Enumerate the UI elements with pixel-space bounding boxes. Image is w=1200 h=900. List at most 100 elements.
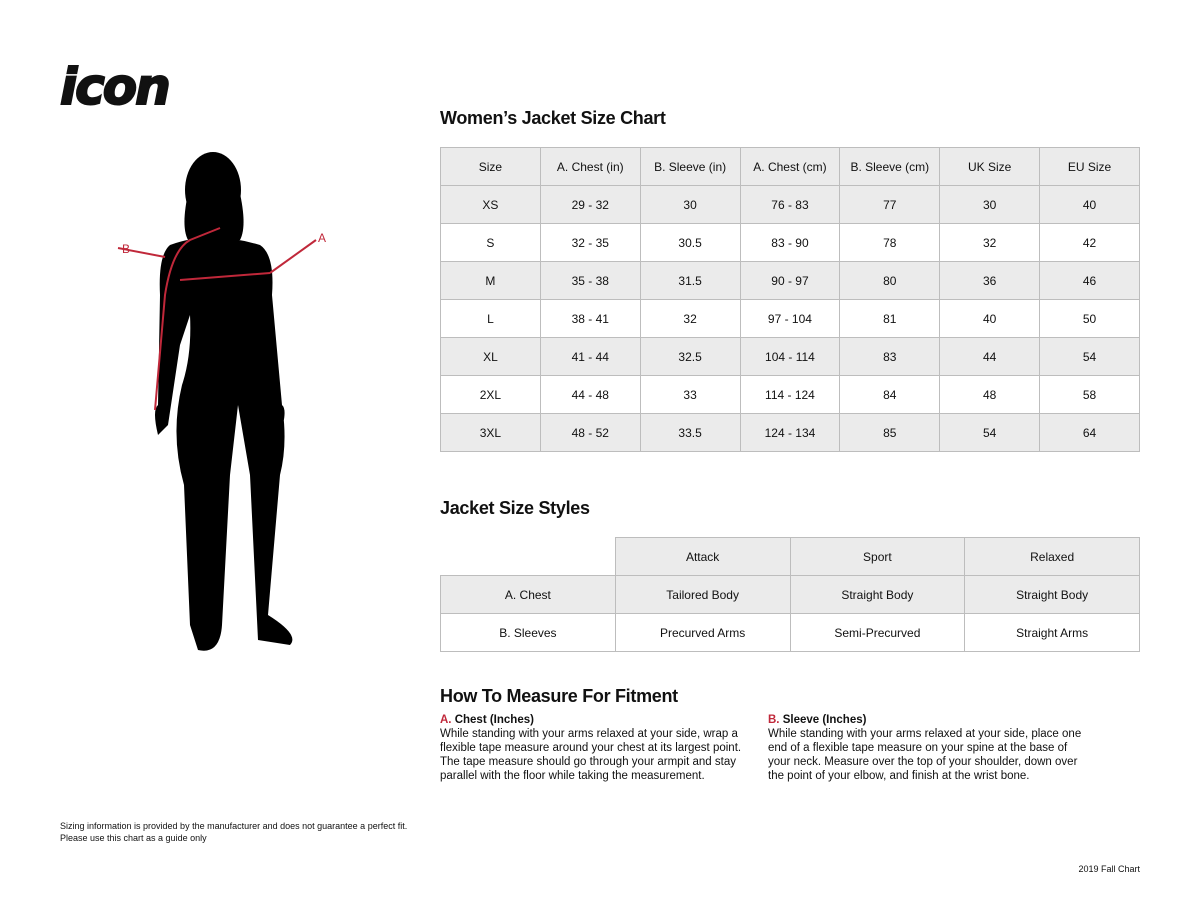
sleeve-letter: B. xyxy=(768,714,780,726)
header-cell: B. Sleeve (in) xyxy=(639,147,741,186)
header-cell: B. Sleeve (cm) xyxy=(839,147,941,186)
disclaimer-line-1: Sizing information is provided by the ma… xyxy=(60,821,408,831)
header-cell: Relaxed xyxy=(964,537,1140,576)
woman-silhouette-figure: B A xyxy=(117,152,326,651)
table-cell: 64 xyxy=(1039,413,1140,452)
table-cell: 30 xyxy=(939,185,1041,224)
header-cell: A. Chest (in) xyxy=(539,147,641,186)
table-cell: 104 - 114 xyxy=(739,337,841,376)
sleeve-text: While standing with your arms relaxed at… xyxy=(768,728,1082,782)
table-cell: 77 xyxy=(839,185,941,224)
icon-logo: icon xyxy=(59,57,172,117)
table-cell: 124 - 134 xyxy=(739,413,841,452)
table-cell: 32 - 35 xyxy=(539,223,641,262)
table-cell: A. Chest xyxy=(440,575,616,614)
table-cell: 80 xyxy=(839,261,941,300)
header-cell: A. Chest (cm) xyxy=(739,147,841,186)
header-cell: UK Size xyxy=(939,147,1041,186)
disclaimer-line-2: Please use this chart as a guide only xyxy=(60,833,207,843)
table-cell: 2XL xyxy=(440,375,541,414)
table-row: 2XL 44 - 48 33 114 - 124 84 48 58 xyxy=(440,375,1140,414)
chest-instructions: A. Chest (Inches) While standing with yo… xyxy=(440,713,760,783)
table-cell: 32 xyxy=(639,299,741,338)
empty-cell xyxy=(440,537,616,576)
table-cell: 84 xyxy=(839,375,941,414)
table-row: 3XL 48 - 52 33.5 124 - 134 85 54 64 xyxy=(440,413,1140,452)
table-cell: 54 xyxy=(939,413,1041,452)
chest-letter: A. xyxy=(440,714,452,726)
label-a: A xyxy=(318,231,326,245)
table-header-row: Attack Sport Relaxed xyxy=(440,537,1140,576)
table-row: XS 29 - 32 30 76 - 83 77 30 40 xyxy=(440,185,1140,224)
sleeve-heading: Sleeve (Inches) xyxy=(782,714,867,726)
table-cell: 29 - 32 xyxy=(539,185,641,224)
table-cell: 83 xyxy=(839,337,941,376)
table-cell: Straight Arms xyxy=(964,613,1140,652)
table-cell: Semi-Precurved xyxy=(789,613,966,652)
table-cell: 41 - 44 xyxy=(539,337,641,376)
table-cell: 54 xyxy=(1039,337,1140,376)
table-cell: Tailored Body xyxy=(614,575,791,614)
table-cell: 76 - 83 xyxy=(739,185,841,224)
table-cell: 58 xyxy=(1039,375,1140,414)
table-cell: 40 xyxy=(1039,185,1140,224)
table-cell: 44 - 48 xyxy=(539,375,641,414)
table-cell: 32.5 xyxy=(639,337,741,376)
table-cell: 36 xyxy=(939,261,1041,300)
table-cell: 33.5 xyxy=(639,413,741,452)
table-row: L 38 - 41 32 97 - 104 81 40 50 xyxy=(440,299,1140,338)
table-cell: 46 xyxy=(1039,261,1140,300)
table-cell: 90 - 97 xyxy=(739,261,841,300)
header-cell: Sport xyxy=(789,537,966,576)
table-cell: 85 xyxy=(839,413,941,452)
table-cell: 44 xyxy=(939,337,1041,376)
table-cell: 42 xyxy=(1039,223,1140,262)
table-cell: Straight Body xyxy=(789,575,966,614)
table-cell: 48 - 52 xyxy=(539,413,641,452)
edition-label: 2019 Fall Chart xyxy=(1078,864,1140,874)
chest-text: While standing with your arms relaxed at… xyxy=(440,728,742,782)
table-cell: 31.5 xyxy=(639,261,741,300)
table-cell: B. Sleeves xyxy=(440,613,616,652)
table-cell: Precurved Arms xyxy=(614,613,791,652)
header-cell: EU Size xyxy=(1039,147,1140,186)
table-row: XL 41 - 44 32.5 104 - 114 83 44 54 xyxy=(440,337,1140,376)
table-cell: 38 - 41 xyxy=(539,299,641,338)
table-cell: L xyxy=(440,299,541,338)
size-chart-table: Size A. Chest (in) B. Sleeve (in) A. Chest … xyxy=(440,147,1140,452)
header-cell: Size xyxy=(440,147,541,186)
table-cell: 3XL xyxy=(440,413,541,452)
table-row: B. Sleeves Precurved Arms Semi-Precurved St… xyxy=(440,613,1140,652)
size-chart-title: Women’s Jacket Size Chart xyxy=(440,108,666,128)
table-cell: 30 xyxy=(639,185,741,224)
table-cell: 33 xyxy=(639,375,741,414)
table-cell: 48 xyxy=(939,375,1041,414)
table-cell: 83 - 90 xyxy=(739,223,841,262)
measure-title: How To Measure For Fitment xyxy=(440,686,678,706)
table-cell: 40 xyxy=(939,299,1041,338)
header-cell: Attack xyxy=(614,537,791,576)
table-cell: 35 - 38 xyxy=(539,261,641,300)
disclaimer: Sizing information is provided by the ma… xyxy=(60,820,407,844)
table-cell: 97 - 104 xyxy=(739,299,841,338)
table-cell: 50 xyxy=(1039,299,1140,338)
label-b: B xyxy=(122,242,130,256)
table-header-row: Size A. Chest (in) B. Sleeve (in) A. Chest … xyxy=(440,147,1140,186)
styles-table: Attack Sport Relaxed A. Chest Tailored Body… xyxy=(440,537,1140,652)
table-row: M 35 - 38 31.5 90 - 97 80 36 46 xyxy=(440,261,1140,300)
table-cell: 78 xyxy=(839,223,941,262)
sleeve-instructions: B. Sleeve (Inches) While standing with y… xyxy=(768,713,1088,783)
chest-heading: Chest (Inches) xyxy=(454,714,534,726)
table-cell: 30.5 xyxy=(639,223,741,262)
table-cell: XS xyxy=(440,185,541,224)
table-cell: 114 - 124 xyxy=(739,375,841,414)
styles-title: Jacket Size Styles xyxy=(440,498,590,518)
table-cell: 81 xyxy=(839,299,941,338)
table-cell: Straight Body xyxy=(964,575,1140,614)
table-cell: M xyxy=(440,261,541,300)
table-cell: XL xyxy=(440,337,541,376)
table-cell: 32 xyxy=(939,223,1041,262)
table-row: S 32 - 35 30.5 83 - 90 78 32 42 xyxy=(440,223,1140,262)
table-cell: S xyxy=(440,223,541,262)
table-row: A. Chest Tailored Body Straight Body Straig… xyxy=(440,575,1140,614)
